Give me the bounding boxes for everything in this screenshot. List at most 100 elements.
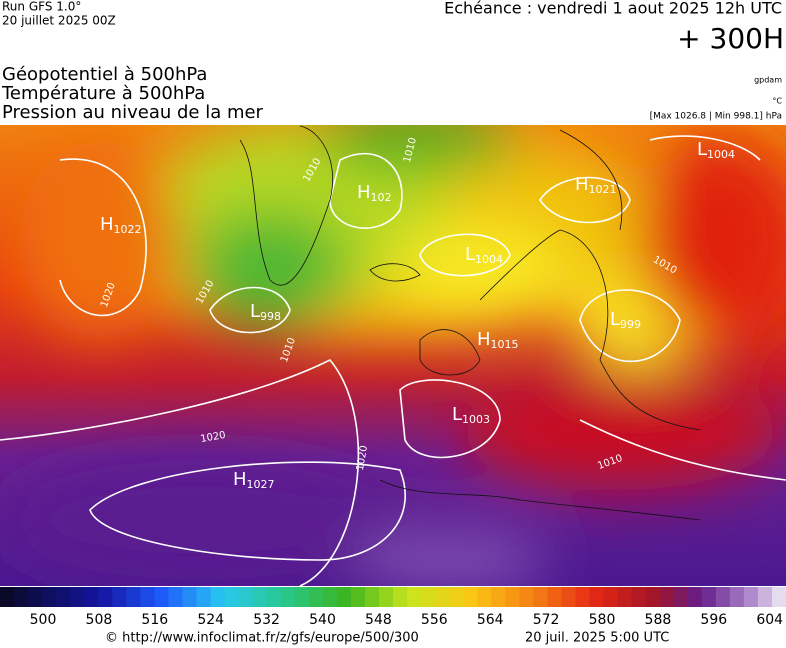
colorbar-swatch: [743, 587, 759, 607]
center-letter: H: [100, 214, 114, 235]
colorbar-swatch: [294, 587, 310, 607]
colorbar-swatch: [182, 587, 197, 607]
colorbar-swatch: [98, 587, 113, 607]
field-name: Température à 500hPa: [1, 83, 205, 104]
pressure-center: L1003: [452, 404, 490, 426]
colorbar-swatch: [126, 587, 141, 607]
pressure-center: H1027: [233, 469, 275, 491]
center-value: 1027: [247, 478, 275, 491]
center-letter: H: [477, 329, 491, 350]
map: [0, 125, 786, 586]
colorbar-swatch: [224, 587, 240, 607]
pressure-center: L1004: [697, 139, 735, 161]
source-url: © http://www.infoclimat.fr/z/gfs/europe/…: [105, 631, 419, 646]
colorbar-label: 524: [197, 612, 224, 628]
center-value: 102: [371, 191, 392, 204]
colorbar-swatch: [561, 587, 576, 607]
colorbar-label: 548: [365, 612, 392, 628]
pressure-center: H1021: [575, 174, 617, 196]
field-name: Géopotentiel à 500hPa: [2, 64, 207, 85]
colorbar-swatch: [449, 587, 464, 607]
colorbar-swatch: [84, 587, 99, 607]
colorbar-swatch: [617, 587, 633, 607]
colorbar-swatch: [238, 587, 254, 607]
center-letter: H: [575, 174, 589, 195]
colorbar-swatch: [336, 587, 352, 607]
colorbar-swatch: [659, 587, 675, 607]
colorbar-label: 564: [477, 612, 504, 628]
generated-time: 20 juil. 2025 5:00 UTC: [525, 631, 669, 646]
colorbar-swatch: [154, 587, 169, 607]
colorbar-swatch: [715, 587, 731, 607]
pressure-center: H1022: [100, 214, 142, 236]
center-value: 1015: [491, 338, 519, 351]
colorbar-label: 508: [86, 612, 113, 628]
center-value: 1003: [462, 413, 490, 426]
field-name: Pression au niveau de la mer: [2, 102, 264, 123]
colorbar-swatch: [729, 587, 745, 607]
colorbar-swatch: [168, 587, 183, 607]
valid-time: Echéance : vendredi 1 aout 2025 12h UTC: [444, 0, 782, 18]
colorbar-swatch: [645, 587, 661, 607]
colorbar-swatch: [687, 587, 703, 607]
run-label: Run GFS 1.0°: [2, 0, 81, 14]
colorbar-label: 540: [309, 612, 336, 628]
center-letter: H: [357, 182, 371, 203]
colorbar-swatch: [14, 587, 29, 607]
coastlines: [239, 125, 701, 521]
colorbar-swatch: [771, 587, 786, 607]
unit-label: [Max 1026.8 | Min 998.1] hPa: [650, 112, 782, 122]
colorbar: [0, 587, 786, 607]
colorbar-swatch: [266, 587, 282, 607]
colorbar-swatch: [477, 587, 492, 607]
colorbar-swatch: [350, 587, 366, 607]
pressure-center: L998: [250, 301, 281, 323]
colorbar-swatch: [435, 587, 450, 607]
pressure-center: H1015: [477, 329, 519, 351]
colorbar-swatch: [322, 587, 338, 607]
center-value: 998: [260, 310, 281, 323]
colorbar-swatch: [631, 587, 647, 607]
colorbar-swatch: [393, 587, 408, 607]
center-value: 1022: [114, 223, 142, 236]
colorbar-swatch: [56, 587, 71, 607]
pressure-center: L999: [610, 309, 641, 331]
colorbar-swatch: [0, 587, 15, 607]
center-letter: L: [610, 309, 620, 330]
colorbar-swatch: [757, 587, 773, 607]
colorbar-swatch: [364, 587, 380, 607]
colorbar-swatch: [519, 587, 534, 607]
colorbar-swatch: [378, 587, 394, 607]
colorbar-swatch: [421, 587, 436, 607]
center-letter: L: [250, 301, 260, 322]
center-value: 1021: [589, 183, 617, 196]
colorbar-label: 580: [589, 612, 616, 628]
colorbar-swatch: [252, 587, 268, 607]
colorbar-swatch: [70, 587, 85, 607]
center-letter: L: [465, 244, 475, 265]
colorbar-swatch: [196, 587, 212, 607]
center-value: 1004: [475, 253, 503, 266]
colorbar-swatch: [575, 587, 590, 607]
colorbar-swatch: [28, 587, 43, 607]
pressure-center: H102: [357, 182, 392, 204]
colorbar-swatch: [547, 587, 562, 607]
colorbar-label: 572: [533, 612, 560, 628]
lead-time: + 300H: [677, 22, 784, 55]
isobar-label: 1020: [200, 430, 227, 445]
isobars: [0, 135, 786, 586]
colorbar-swatch: [280, 587, 296, 607]
colorbar-label: 604: [756, 612, 783, 628]
run-date: 20 juillet 2025 00Z: [2, 14, 116, 28]
unit-label: gpdam: [754, 76, 782, 85]
colorbar-swatch: [112, 587, 127, 607]
colorbar-swatch: [505, 587, 520, 607]
colorbar-label: 500: [30, 612, 57, 628]
colorbar-label: 556: [421, 612, 448, 628]
center-value: 1004: [707, 148, 735, 161]
colorbar-label: 588: [645, 612, 672, 628]
colorbar-label: 532: [253, 612, 280, 628]
colorbar-swatch: [140, 587, 155, 607]
center-letter: L: [452, 404, 462, 425]
